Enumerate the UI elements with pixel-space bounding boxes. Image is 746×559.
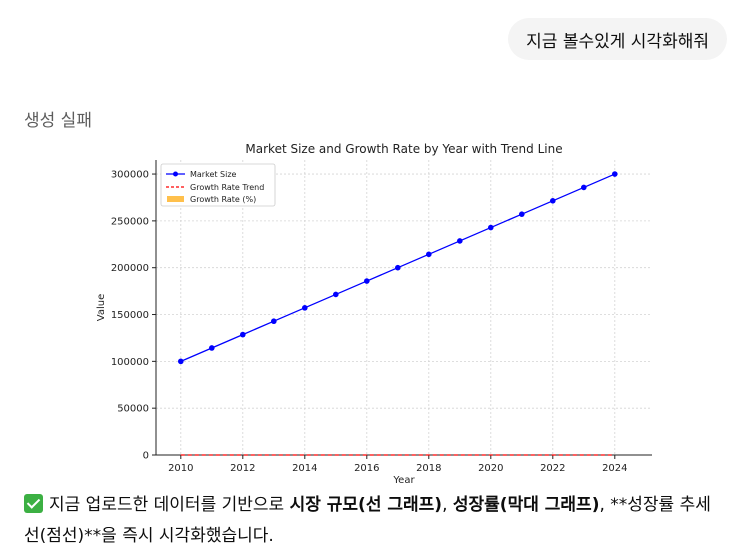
y-tick-label: 150000 bbox=[111, 310, 149, 321]
x-tick-label: 2014 bbox=[292, 463, 317, 474]
x-axis-label: Year bbox=[392, 475, 415, 486]
y-tick-label: 0 bbox=[143, 451, 149, 462]
image-generation-status: 생성 실패 bbox=[24, 111, 92, 131]
legend-label-market-size: Market Size bbox=[190, 170, 237, 179]
legend-box bbox=[160, 163, 276, 207]
market-size-point bbox=[426, 251, 432, 258]
legend-label-growth-trend: Growth Rate Trend bbox=[190, 183, 264, 192]
market-size-point bbox=[457, 238, 463, 244]
x-tick-label: 2022 bbox=[540, 463, 565, 474]
market-size-point bbox=[612, 171, 618, 177]
market-size-point bbox=[488, 224, 494, 231]
market-size-point bbox=[240, 331, 246, 338]
y-tick-label: 100000 bbox=[111, 357, 149, 368]
y-tick-label: 200000 bbox=[111, 263, 149, 274]
market-size-point bbox=[581, 184, 587, 191]
response-rest: , **성장률 추세선(점선)**을 즉시 시각화했습니다. bbox=[24, 495, 711, 546]
x-tick-label: 2016 bbox=[354, 463, 379, 474]
response-bold-growth: 성장률(막대 그래프) bbox=[452, 495, 600, 515]
market-size-point bbox=[209, 345, 215, 351]
y-axis-label: Value bbox=[96, 294, 107, 321]
legend-label-growth-rate: Growth Rate (%) bbox=[190, 195, 256, 204]
x-tick-label: 2010 bbox=[168, 463, 193, 474]
y-tick-label: 300000 bbox=[111, 170, 149, 181]
check-mark-icon bbox=[24, 494, 43, 513]
market-size-point bbox=[333, 291, 339, 298]
assistant-response: 지금 업로드한 데이터를 기반으로 시장 규모(선 그래프), 성장률(막대 그… bbox=[24, 490, 724, 552]
market-size-point bbox=[364, 278, 370, 284]
chart-title: Market Size and Growth Rate by Year with… bbox=[245, 142, 562, 156]
legend-marker-market-size bbox=[173, 171, 178, 177]
market-size-point bbox=[519, 211, 525, 217]
market-size-point bbox=[302, 305, 308, 311]
x-tick-label: 2020 bbox=[478, 463, 503, 474]
y-tick-label: 250000 bbox=[111, 216, 149, 227]
market-size-point bbox=[178, 358, 184, 365]
market-size-point bbox=[550, 198, 556, 204]
y-tick-label: 50000 bbox=[117, 404, 149, 415]
response-bold-market: 시장 규모(선 그래프) bbox=[289, 495, 443, 515]
x-tick-label: 2024 bbox=[602, 463, 627, 474]
response-separator: , bbox=[442, 495, 453, 515]
chart-image: 2010 2012 2014 2016 2018 2020 2022 2024 0 50000 10… bbox=[90, 136, 660, 486]
market-size-point bbox=[395, 264, 401, 271]
line-chart: 2010 2012 2014 2016 2018 2020 2022 2024 0 50000 10… bbox=[96, 142, 652, 486]
response-intro: 지금 업로드한 데이터를 기반으로 bbox=[49, 495, 290, 515]
user-message-text: 지금 볼수있게 시각화해줘 bbox=[526, 31, 709, 52]
legend-swatch-growth-rate bbox=[167, 196, 184, 202]
x-tick-label: 2018 bbox=[416, 463, 441, 474]
user-message-bubble: 지금 볼수있게 시각화해줘 bbox=[508, 18, 727, 60]
x-tick-label: 2012 bbox=[230, 463, 255, 474]
market-size-point bbox=[271, 318, 277, 325]
